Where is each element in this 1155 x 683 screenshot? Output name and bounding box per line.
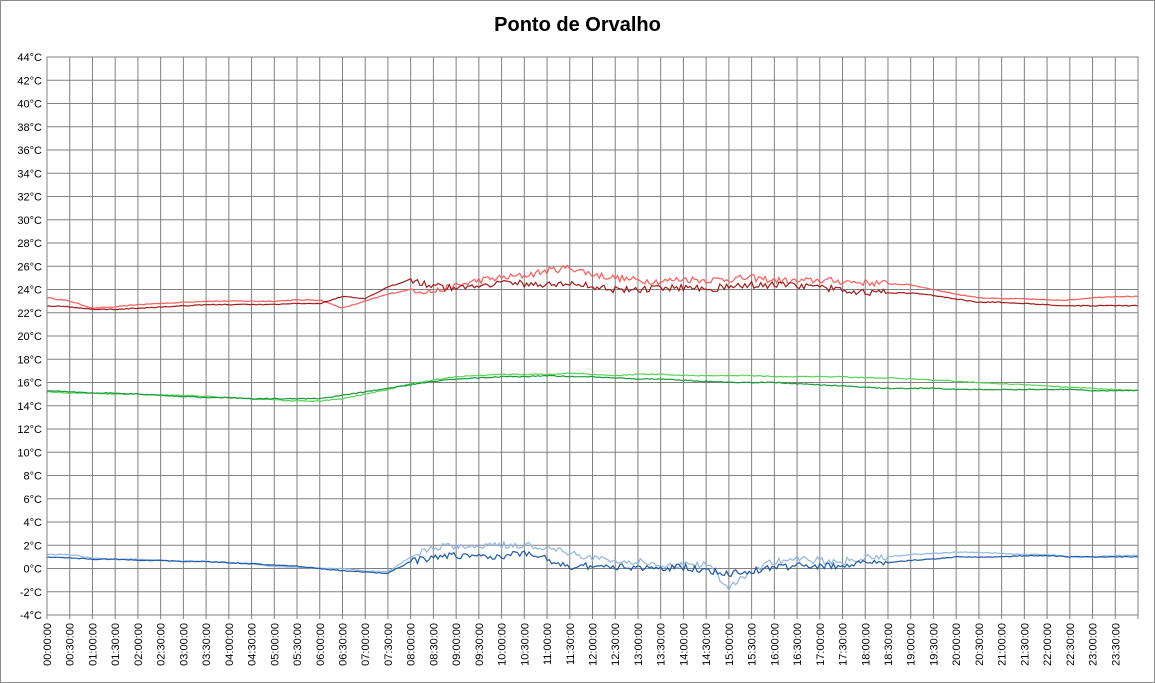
x-tick-label: 12:30:00 [610,623,622,666]
x-tick-label: 05:00:00 [269,623,281,666]
x-axis-ticks: 00:00:00 00:30:00 01:00:00 01:30:00 02:00:00… [42,623,1122,666]
y-tick-label: 34°C [17,168,42,180]
x-tick-label: 17:00:00 [815,623,827,666]
x-tick-label: 18:30:00 [883,623,895,666]
x-tick-label: 20:30:00 [974,623,986,666]
y-tick-label: -2°C [20,587,42,599]
x-tick-label: 13:30:00 [656,623,668,666]
x-tick-label: 21:00:00 [997,623,1009,666]
y-tick-label: 18°C [17,354,42,366]
y-tick-label: 40°C [17,99,42,111]
x-tick-label: 19:30:00 [928,623,940,666]
x-tick-label: 16:30:00 [792,623,804,666]
x-tick-label: 23:00:00 [1088,623,1100,666]
x-tick-label: 22:00:00 [1042,623,1054,666]
x-tick-label: 04:30:00 [247,623,259,666]
x-tick-label: 10:30:00 [519,623,531,666]
x-tick-label: 01:00:00 [87,623,99,666]
x-tick-label: 15:00:00 [724,623,736,666]
series-lines [46,264,1139,592]
series-line-4 [46,374,1139,400]
y-tick-label: 22°C [17,308,42,320]
x-tick-label: 23:30:00 [1110,623,1122,666]
y-tick-label: 4°C [24,517,43,529]
x-tick-label: 11:00:00 [542,623,554,665]
y-tick-label: 38°C [17,122,42,134]
y-tick-label: 16°C [17,378,42,390]
y-tick-label: 28°C [17,238,42,250]
x-tick-label: 21:30:00 [1019,623,1031,666]
grid-lines [46,56,1139,619]
y-tick-label: 30°C [17,215,42,227]
x-tick-label: 14:00:00 [678,623,690,666]
x-tick-label: 22:30:00 [1065,623,1077,666]
y-tick-label: 36°C [17,145,42,157]
y-tick-label: -4°C [20,610,42,622]
y-tick-label: 10°C [17,447,42,459]
x-tick-label: 17:30:00 [838,623,850,666]
x-tick-label: 19:00:00 [906,623,918,666]
y-tick-label: 6°C [24,494,43,506]
y-tick-label: 20°C [17,331,42,343]
x-tick-label: 05:30:00 [292,623,304,666]
y-tick-label: 42°C [17,75,42,87]
x-tick-label: 01:30:00 [110,623,122,666]
y-tick-label: 0°C [24,564,43,576]
y-tick-label: 8°C [24,471,43,483]
x-tick-label: 00:00:00 [42,623,54,666]
y-axis-ticks: -4°C -2°C 0°C 2°C 4°C 6°C 8°C 10°C 12°C 14°C 16°C 1… [17,52,42,622]
x-tick-label: 13:00:00 [633,623,645,666]
x-tick-label: 03:30:00 [201,623,213,666]
x-tick-label: 11:30:00 [565,623,577,665]
x-tick-label: 06:00:00 [315,623,327,666]
x-tick-label: 08:00:00 [406,623,418,666]
x-tick-label: 09:00:00 [451,623,463,666]
y-tick-label: 14°C [17,401,42,413]
y-tick-label: 24°C [17,285,42,297]
y-tick-label: 32°C [17,192,42,204]
y-tick-label: 12°C [17,424,42,436]
x-tick-label: 08:30:00 [428,623,440,666]
x-tick-label: 09:30:00 [474,623,486,666]
x-tick-label: 14:30:00 [701,623,713,666]
x-tick-label: 20:00:00 [951,623,963,666]
x-tick-label: 04:00:00 [224,623,236,666]
y-tick-label: 2°C [24,540,43,552]
x-tick-label: 10:00:00 [497,623,509,666]
y-tick-label: 26°C [17,261,42,273]
x-tick-label: 02:30:00 [156,623,168,666]
x-tick-label: 12:00:00 [588,623,600,666]
x-tick-label: 02:00:00 [133,623,145,666]
x-tick-label: 16:00:00 [769,623,781,666]
plot-area-border [46,56,1139,616]
series-line-2 [46,278,1139,311]
y-tick-label: 44°C [17,52,42,64]
x-tick-label: 03:00:00 [178,623,190,666]
x-tick-label: 06:30:00 [337,623,349,666]
chart-title: Ponto de Orvalho [494,14,661,36]
x-tick-label: 00:30:00 [65,623,77,666]
x-tick-label: 07:00:00 [360,623,372,666]
x-tick-label: 18:00:00 [860,623,872,666]
x-tick-label: 07:30:00 [383,623,395,666]
x-tick-label: 15:30:00 [747,623,759,666]
series-line-6 [46,550,1139,577]
series-line-1 [46,264,1139,309]
